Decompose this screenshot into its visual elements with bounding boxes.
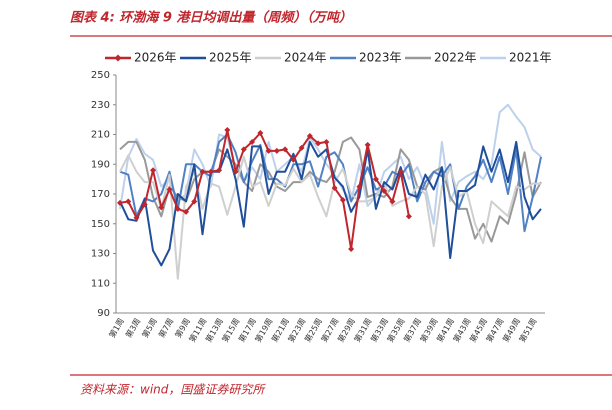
y-tick-label: 130 [91,249,110,260]
legend-label: 2024年 [284,51,327,65]
point [265,147,272,154]
y-tick-label: 230 [91,100,110,111]
point [174,205,181,212]
series-line [119,136,542,243]
y-tick-label: 210 [91,130,110,141]
point [249,138,256,145]
point [158,204,165,211]
point [290,156,297,163]
chart-title: 图表 4: 环渤海 9 港日均调出量（周频）（万吨） [70,10,352,26]
legend-label: 2022年 [434,51,477,65]
point [364,141,371,148]
point [166,186,173,193]
point [356,183,363,190]
legend-label: 2025年 [209,51,252,65]
point [150,167,157,174]
series-line [119,129,410,250]
point [389,198,396,205]
x-tick-label: 第3周 [123,316,142,339]
point [381,188,388,195]
point [257,130,264,137]
y-tick-label: 150 [91,219,110,230]
y-tick-label: 190 [91,159,110,170]
point [199,168,206,175]
point [298,144,305,151]
point [372,176,379,183]
point [133,214,140,221]
point [232,168,239,175]
legend-label: 2021年 [509,51,552,65]
point [339,196,346,203]
point [207,168,214,175]
y-tick-label: 110 [91,278,110,289]
point [216,167,223,174]
point [240,146,247,153]
x-tick-label: 第7周 [156,316,175,339]
y-tick-label: 250 [91,70,110,81]
y-tick-label: 90 [97,308,110,319]
point [306,132,313,139]
series-line [119,133,542,233]
point [117,199,123,206]
point [224,127,231,134]
x-tick-label: 第5周 [140,316,159,339]
y-tick-label: 170 [91,189,110,200]
point [397,168,404,175]
point [348,246,355,253]
legend-marker [114,54,122,62]
point [141,201,148,208]
point [282,146,289,153]
point [273,147,280,154]
point [323,138,330,145]
point [191,198,198,205]
point [331,185,338,192]
point [125,198,132,205]
point [183,208,190,215]
point [315,140,322,147]
point [405,213,412,220]
legend-label: 2023年 [359,51,402,65]
legend-label: 2026年 [134,51,177,65]
source: 资料来源：wind，国盛证券研究所 [80,383,266,397]
x-tick-label: 第1周 [107,316,126,339]
